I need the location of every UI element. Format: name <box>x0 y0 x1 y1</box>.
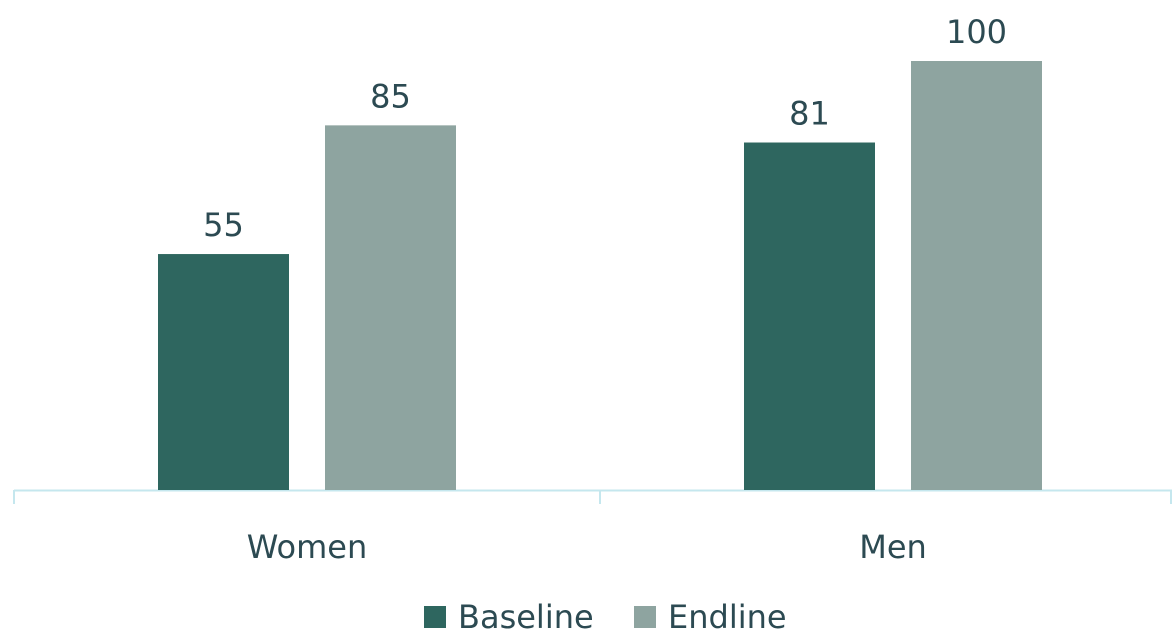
data-label-endline-men: 100 <box>946 13 1007 51</box>
bar-baseline-women <box>158 254 289 490</box>
legend-label-endline: Endline <box>668 598 787 633</box>
legend-swatch-endline <box>634 606 656 628</box>
data-label-baseline-women: 55 <box>203 206 244 244</box>
legend-label-baseline: Baseline <box>458 598 594 633</box>
data-label-baseline-men: 81 <box>789 95 830 133</box>
bar-endline-women <box>325 125 456 490</box>
category-label-women: Women <box>247 528 367 566</box>
bar-endline-men <box>911 61 1042 490</box>
legend-swatch-baseline <box>424 606 446 628</box>
category-label-men: Men <box>859 528 927 566</box>
data-label-endline-women: 85 <box>370 77 411 115</box>
bar-baseline-men <box>744 142 875 490</box>
